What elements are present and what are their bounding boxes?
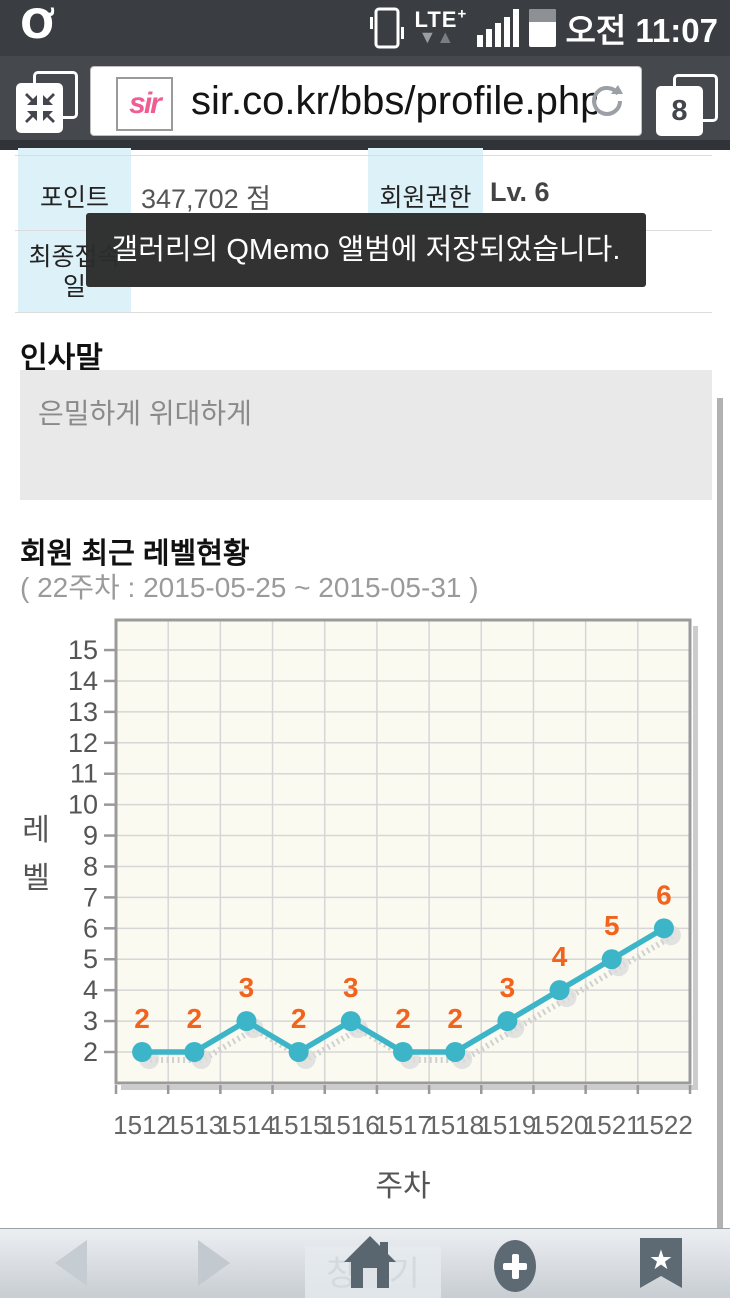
svg-text:9: 9 [83,821,98,851]
svg-text:1520: 1520 [531,1110,589,1140]
svg-text:1519: 1519 [478,1110,536,1140]
svg-text:2: 2 [291,1003,307,1034]
svg-text:1512: 1512 [113,1110,171,1140]
url-text[interactable]: sir.co.kr/bbs/profile.php [191,79,597,123]
svg-text:2: 2 [83,1037,98,1067]
svg-text:14: 14 [68,666,98,696]
greeting-text: 은밀하게 위대하게 [38,398,252,429]
svg-text:1515: 1515 [270,1110,328,1140]
url-bar[interactable]: sir sir.co.kr/bbs/profile.php [90,66,642,136]
svg-text:2: 2 [447,1003,463,1034]
svg-text:10: 10 [68,790,98,820]
signal-strength-icon [476,9,519,47]
phone-vibrate-icon [369,7,404,49]
tab-count-button[interactable]: 8 [656,74,718,136]
forward-button[interactable] [198,1240,230,1286]
greeting-box: 은밀하게 위대하게 [20,370,712,500]
svg-text:1522: 1522 [635,1110,693,1140]
svg-text:5: 5 [604,910,620,941]
svg-text:13: 13 [68,697,98,727]
svg-text:1521: 1521 [583,1110,641,1140]
svg-text:주차: 주차 [375,1170,430,1203]
status-bar: Ơ LTE+ ▼▲ 오전 11:07 [0,0,730,56]
level-history-chart: 2345678910111213141515121513151415151516… [22,618,698,1203]
refresh-button[interactable] [585,79,629,123]
svg-text:7: 7 [83,882,98,912]
svg-text:2: 2 [186,1003,202,1034]
svg-text:12: 12 [68,728,98,758]
chart-subtitle: ( 22주차 : 2015-05-25 ~ 2015-05-31 ) [20,572,479,603]
table-border [15,155,712,156]
points-label: 포인트 [39,184,109,212]
site-favicon: sir [116,77,173,131]
svg-text:3: 3 [343,972,359,1003]
svg-text:1517: 1517 [374,1110,432,1140]
chart-title: 회원 최근 레벨현황 [20,538,250,570]
qmemo-toast: 갤러리의 QMemo 앨범에 저장되었습니다. [86,213,646,287]
add-tab-button[interactable] [494,1240,536,1292]
tab-count: 8 [656,86,703,136]
svg-text:3: 3 [239,972,255,1003]
svg-text:8: 8 [83,851,98,881]
lg-logo-icon: Ơ [20,2,55,48]
svg-text:1514: 1514 [218,1110,276,1140]
svg-text:3: 3 [500,972,516,1003]
svg-text:1513: 1513 [165,1110,223,1140]
svg-text:4: 4 [552,941,568,972]
points-value: 347,702 점 [141,184,271,214]
permission-value: Lv. 6 [490,177,550,207]
bookmark-button[interactable]: ★ [640,1238,682,1288]
page-scrollbar[interactable] [717,398,723,1228]
svg-text:5: 5 [83,944,98,974]
window-mode-button[interactable] [16,71,78,133]
svg-text:11: 11 [70,759,98,789]
svg-text:3: 3 [83,1006,98,1036]
status-clock: 오전 11:07 [565,12,718,49]
svg-text:레: 레 [22,814,50,847]
svg-text:4: 4 [83,975,98,1005]
toolbar-shadow [0,140,730,150]
battery-icon [528,9,556,47]
svg-text:1516: 1516 [322,1110,380,1140]
svg-text:6: 6 [656,879,672,910]
svg-text:15: 15 [68,635,98,665]
network-type-indicator: LTE+ ▼▲ [414,6,468,47]
home-button[interactable] [342,1234,398,1297]
back-button[interactable] [55,1240,87,1286]
greeting-title: 인사말 [20,342,103,375]
data-arrows-icon: ▼▲ [418,27,455,47]
svg-text:2: 2 [395,1003,411,1034]
table-border [15,312,712,313]
star-icon: ★ [648,1245,674,1275]
svg-text:벨: 벨 [22,862,50,895]
permission-label: 회원권한 [379,184,472,212]
svg-text:1518: 1518 [426,1110,484,1140]
svg-text:2: 2 [134,1003,150,1034]
svg-text:6: 6 [83,913,98,943]
compact-view-icon [16,83,63,133]
